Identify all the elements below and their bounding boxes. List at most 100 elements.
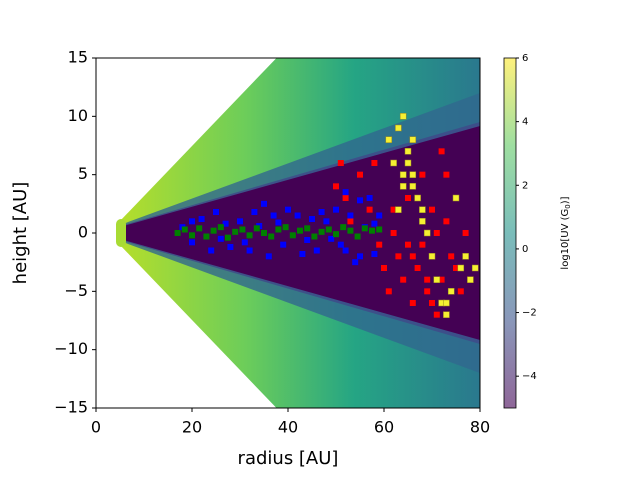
point bbox=[210, 227, 217, 234]
point bbox=[333, 183, 339, 190]
point bbox=[399, 183, 407, 190]
point bbox=[419, 218, 426, 225]
point bbox=[376, 212, 383, 219]
point bbox=[429, 206, 435, 213]
point bbox=[405, 195, 411, 201]
point bbox=[275, 219, 282, 226]
colorbar-label-sub: 0 bbox=[564, 204, 572, 208]
point bbox=[409, 253, 416, 260]
point bbox=[342, 195, 349, 201]
point bbox=[318, 209, 325, 215]
point bbox=[181, 226, 188, 233]
point bbox=[333, 231, 339, 238]
point bbox=[208, 247, 215, 254]
point bbox=[299, 251, 306, 257]
point bbox=[265, 253, 272, 260]
point bbox=[366, 206, 373, 213]
y-axis-label: height [AU] bbox=[10, 182, 31, 285]
point bbox=[414, 265, 421, 271]
point bbox=[289, 232, 296, 239]
point bbox=[447, 288, 455, 295]
point bbox=[376, 226, 383, 233]
point bbox=[438, 276, 445, 283]
point bbox=[253, 225, 260, 232]
point bbox=[419, 171, 426, 178]
point bbox=[337, 160, 344, 166]
point bbox=[325, 226, 332, 233]
point bbox=[395, 206, 402, 213]
point bbox=[239, 226, 246, 233]
y-tick-label: 10 bbox=[68, 106, 88, 125]
x-tick-label: 40 bbox=[278, 418, 298, 437]
point bbox=[419, 241, 426, 248]
point bbox=[390, 230, 397, 236]
colorbar-tick-label: 6 bbox=[522, 53, 528, 64]
point bbox=[462, 253, 469, 260]
point bbox=[196, 225, 203, 232]
point bbox=[423, 229, 431, 237]
point bbox=[424, 276, 431, 283]
point bbox=[261, 200, 267, 207]
point bbox=[409, 183, 417, 190]
point bbox=[366, 195, 373, 201]
point bbox=[232, 228, 239, 235]
point bbox=[357, 197, 363, 204]
y-tick-label: 0 bbox=[78, 223, 88, 242]
point bbox=[443, 218, 450, 225]
point bbox=[357, 253, 363, 260]
point bbox=[311, 233, 318, 240]
point bbox=[246, 247, 253, 254]
point bbox=[390, 206, 397, 213]
point bbox=[399, 113, 407, 120]
x-tick-label: 20 bbox=[182, 418, 202, 437]
point bbox=[174, 230, 181, 236]
point bbox=[275, 226, 282, 233]
point bbox=[395, 124, 402, 132]
point bbox=[399, 171, 407, 178]
colorbar-frame bbox=[503, 57, 517, 409]
colorbar-tick-label: 2 bbox=[522, 180, 528, 191]
point bbox=[241, 239, 248, 246]
point bbox=[433, 276, 441, 283]
point bbox=[371, 220, 378, 227]
point bbox=[227, 244, 234, 250]
point bbox=[270, 212, 277, 219]
point bbox=[309, 216, 315, 222]
point bbox=[189, 232, 195, 239]
point bbox=[217, 235, 224, 242]
point bbox=[371, 251, 378, 257]
point bbox=[385, 288, 392, 295]
colorbar-tick-label: 4 bbox=[522, 117, 528, 128]
point bbox=[268, 233, 275, 240]
point bbox=[313, 247, 320, 254]
point bbox=[409, 171, 417, 178]
point bbox=[452, 194, 460, 202]
colorbar-label-text: log10[UV (G bbox=[560, 209, 571, 270]
point bbox=[304, 237, 311, 243]
point bbox=[282, 224, 289, 231]
colorbar bbox=[504, 58, 516, 408]
point bbox=[443, 171, 450, 178]
point bbox=[381, 265, 387, 271]
point bbox=[419, 206, 426, 213]
point bbox=[352, 259, 359, 266]
point bbox=[357, 171, 363, 178]
y-tick-label: −5 bbox=[64, 281, 88, 300]
point bbox=[213, 209, 219, 215]
point bbox=[347, 227, 354, 234]
point bbox=[328, 235, 335, 242]
point bbox=[280, 241, 287, 248]
colorbar-label-end: )] bbox=[560, 196, 571, 204]
point bbox=[304, 225, 311, 232]
point bbox=[347, 212, 354, 219]
point bbox=[457, 288, 464, 295]
colorbar-tick-label: −4 bbox=[522, 371, 537, 382]
point bbox=[225, 234, 231, 241]
point bbox=[297, 227, 303, 234]
point bbox=[376, 241, 383, 248]
point bbox=[222, 220, 229, 227]
point bbox=[390, 159, 397, 167]
point bbox=[404, 159, 412, 167]
point bbox=[409, 136, 417, 143]
